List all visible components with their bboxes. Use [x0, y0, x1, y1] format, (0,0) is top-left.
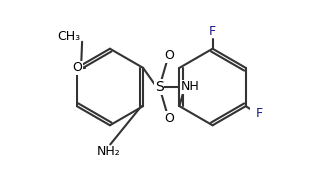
Text: O: O: [164, 49, 174, 62]
Text: O: O: [72, 61, 82, 74]
Text: S: S: [155, 80, 164, 94]
Text: F: F: [209, 25, 216, 38]
Text: O: O: [164, 112, 174, 125]
Text: NH: NH: [180, 81, 199, 93]
Text: NH₂: NH₂: [96, 145, 120, 158]
Text: F: F: [256, 107, 263, 120]
Text: CH₃: CH₃: [57, 30, 80, 43]
